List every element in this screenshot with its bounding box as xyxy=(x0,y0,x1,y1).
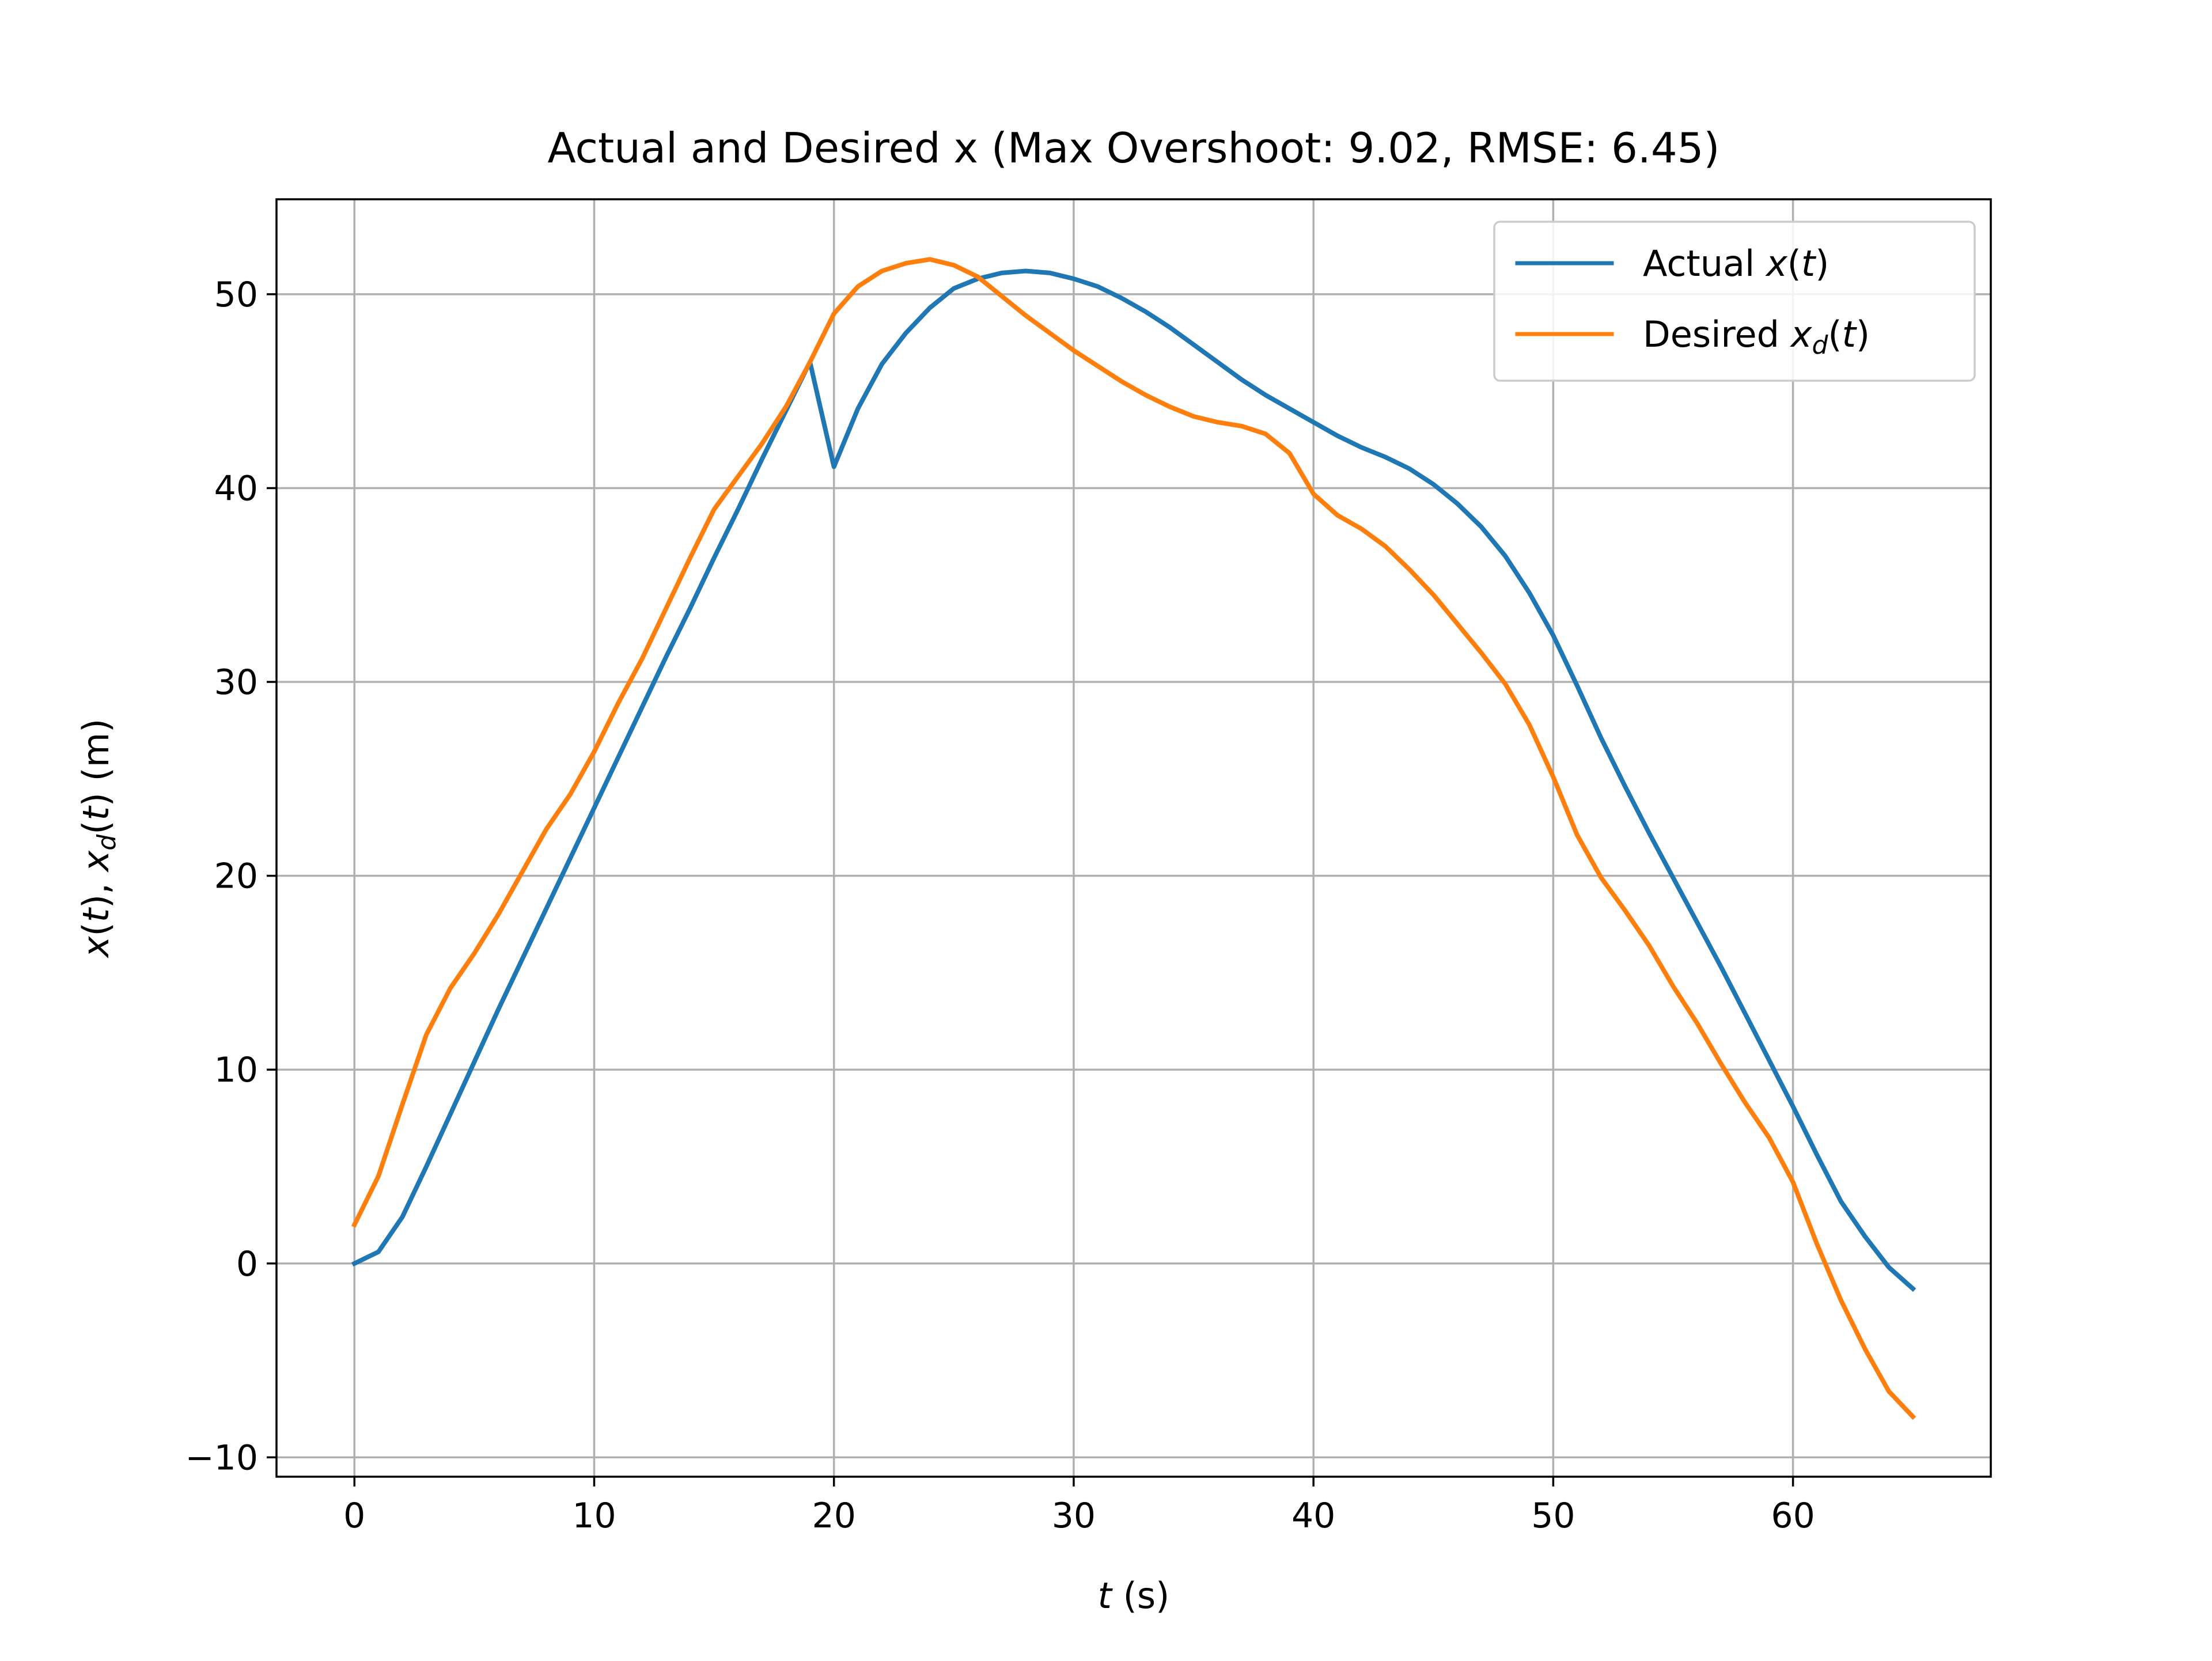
y-label-sep: ), xyxy=(75,872,117,909)
y-tick-label: 40 xyxy=(214,468,258,509)
legend-box xyxy=(1493,221,1976,382)
y-axis-ticks: −10 0 10 20 30 40 50 xyxy=(185,275,276,1478)
series-line-desired xyxy=(351,257,1916,1420)
x-axis-label-unit: (s) xyxy=(1112,1575,1169,1617)
y-tick-label: 50 xyxy=(214,275,258,315)
legend-desired-subscript: d xyxy=(1812,331,1828,360)
legend-desired-var: x xyxy=(1790,313,1813,355)
y-tick-label: 10 xyxy=(214,1050,258,1090)
legend-actual-var: x xyxy=(1765,242,1788,285)
y-label-paren-close: ) xyxy=(75,792,117,806)
x-tick-label: 0 xyxy=(343,1496,365,1536)
x-tick-label: 10 xyxy=(572,1496,616,1536)
grid-lines xyxy=(276,199,1991,1477)
x-axis-label-variable: t xyxy=(1098,1575,1113,1617)
y-label-xd: x xyxy=(75,850,117,873)
legend-desired-name: Desired xyxy=(1643,313,1779,355)
y-tick-label: −10 xyxy=(185,1438,258,1478)
legend-actual-name: Actual xyxy=(1643,242,1755,285)
series-lines xyxy=(351,257,1916,1420)
y-label-unit: (m) xyxy=(75,719,117,792)
legend-label-desired: Desired xd(t) xyxy=(1643,313,1870,360)
x-tick-label: 20 xyxy=(812,1496,856,1536)
y-label-paren-open-1: ( xyxy=(75,922,117,936)
y-label-x: x xyxy=(75,935,117,958)
chart-title: Actual and Desired x (Max Overshoot: 9.0… xyxy=(547,124,1719,172)
y-label-t2: t xyxy=(75,805,117,821)
y-label-subscript: d xyxy=(92,834,122,851)
x-tick-label: 30 xyxy=(1052,1496,1096,1536)
x-tick-label: 60 xyxy=(1771,1496,1815,1536)
x-axis-label: t (s) xyxy=(1098,1575,1170,1617)
y-label-paren-open-2: ( xyxy=(75,821,117,835)
legend-label-actual: Actual x(t) xyxy=(1643,242,1829,285)
y-label-t: t xyxy=(75,907,117,922)
series-line-actual xyxy=(351,268,1916,1292)
y-axis-label: x(t), xd(t) (m) xyxy=(75,719,122,959)
plot-area-frame xyxy=(275,198,1992,1478)
legend: Actual x(t) Desired xd(t) xyxy=(1493,221,1976,382)
y-tick-label: 0 xyxy=(236,1244,258,1284)
y-tick-label: 20 xyxy=(214,856,258,897)
x-axis-ticks: 0 10 20 30 40 50 60 xyxy=(343,1477,1815,1536)
x-tick-label: 40 xyxy=(1291,1496,1335,1536)
y-tick-label: 30 xyxy=(214,662,258,703)
x-tick-label: 50 xyxy=(1531,1496,1575,1536)
